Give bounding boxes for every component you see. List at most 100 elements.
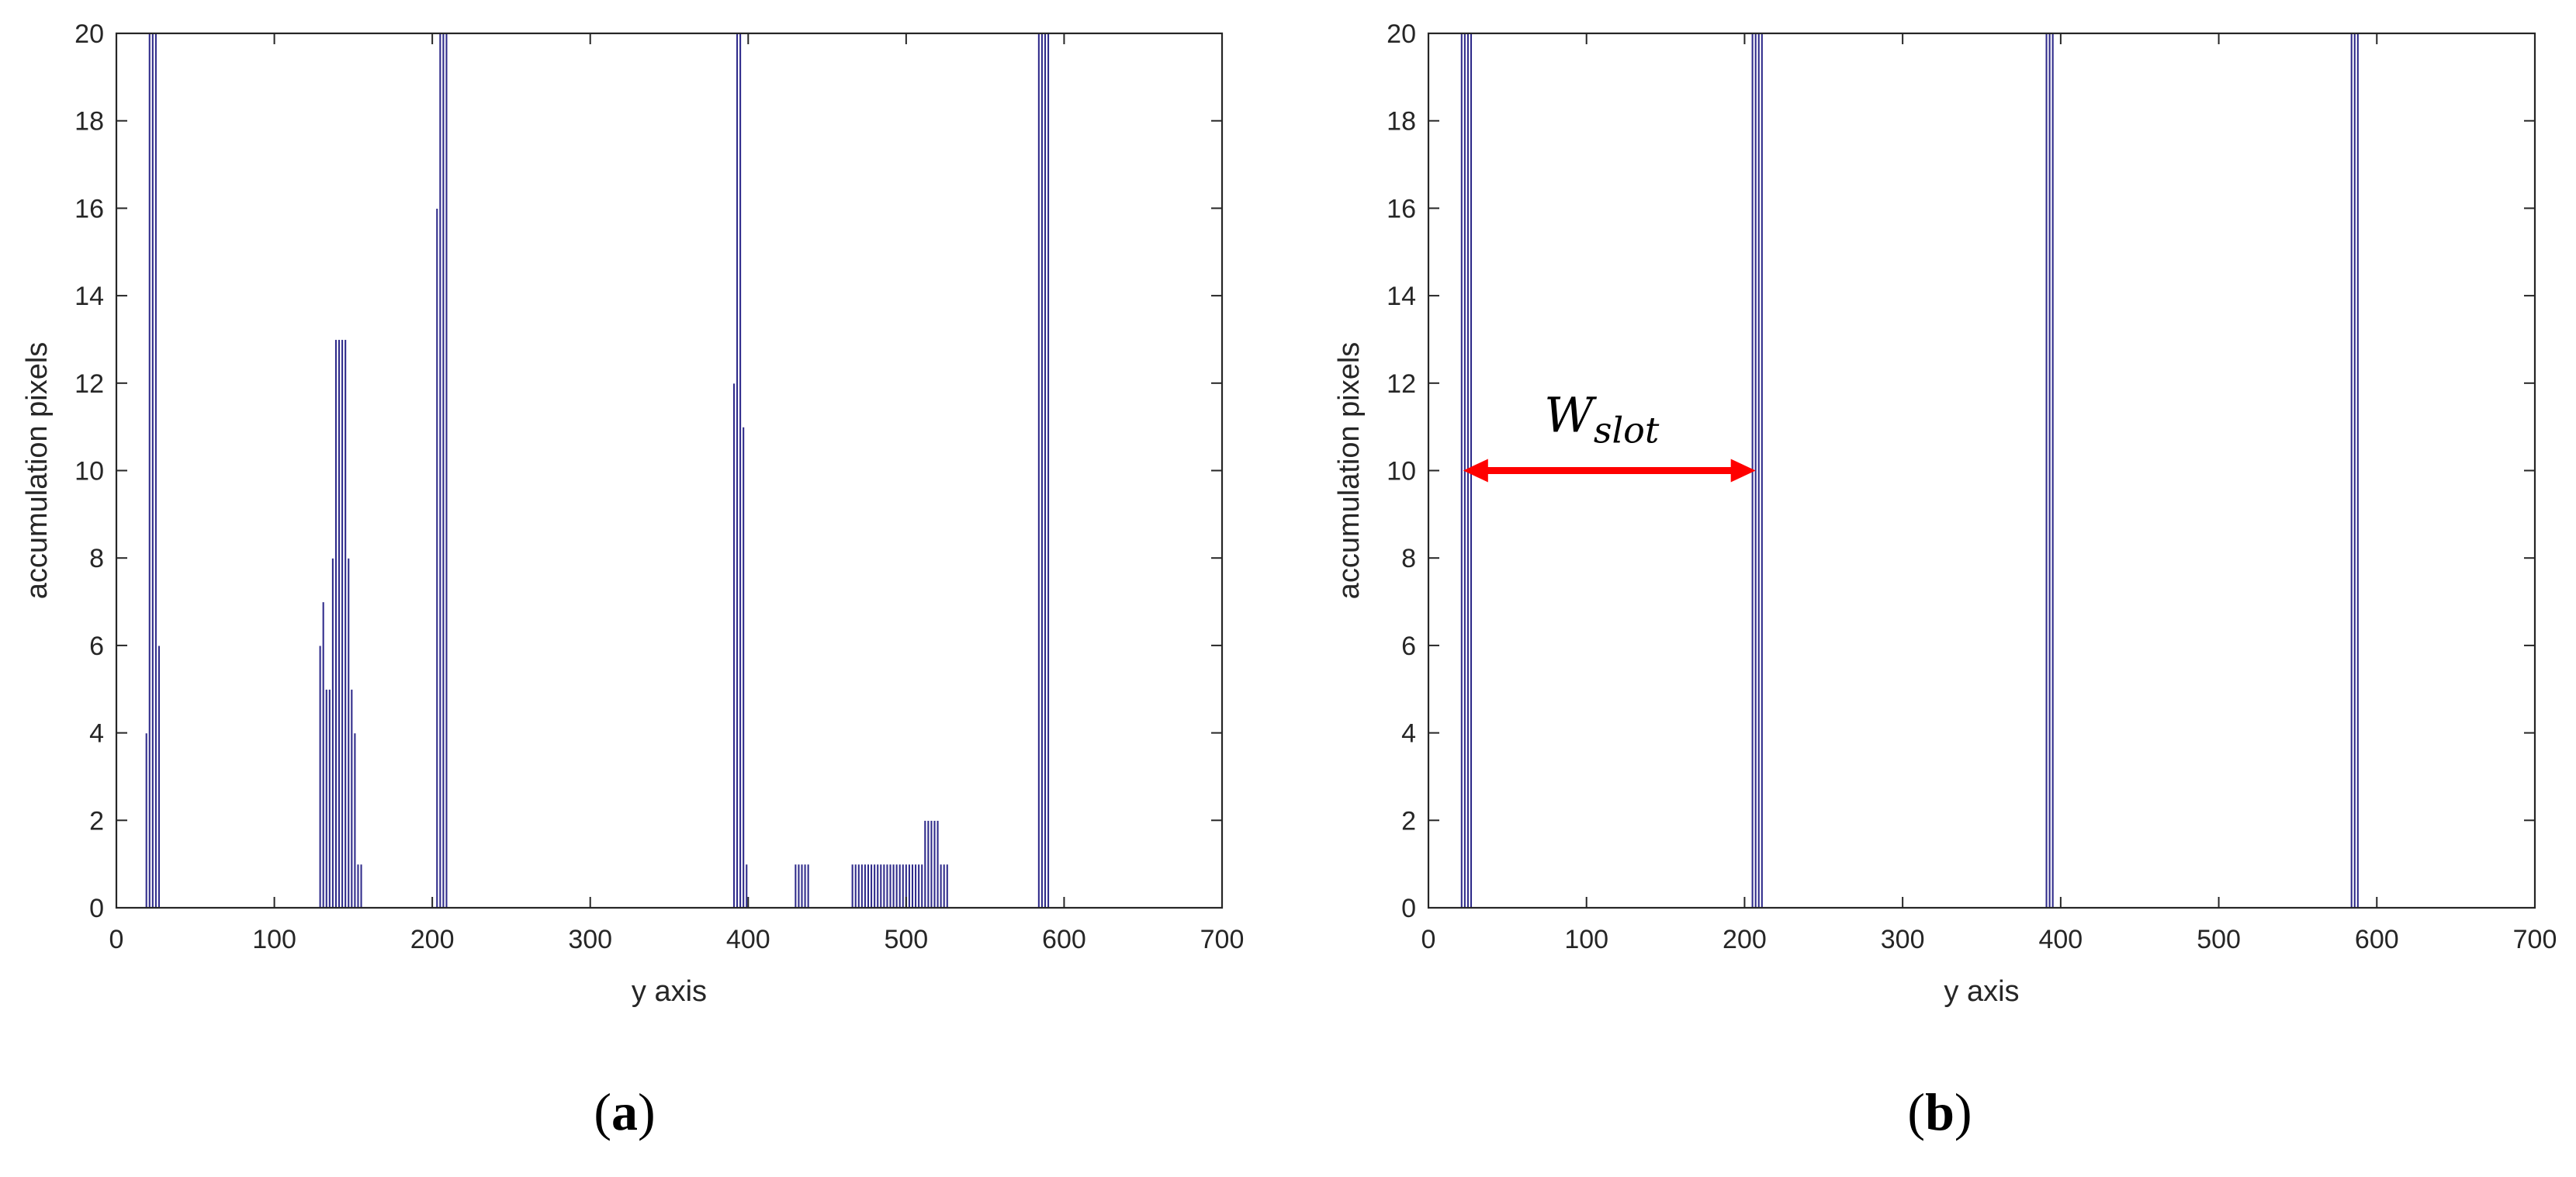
y-tick-label: 8 — [89, 544, 104, 573]
bar — [1757, 33, 1761, 909]
bar — [327, 688, 332, 909]
bar — [853, 864, 857, 909]
bar — [340, 338, 345, 909]
bar — [738, 33, 743, 909]
y-tick-label: 20 — [74, 19, 104, 49]
x-tick-label: 600 — [2355, 925, 2399, 954]
bar — [154, 33, 158, 909]
bar — [353, 732, 357, 909]
y-tick-label: 0 — [1401, 894, 1416, 923]
wslot-main: W — [1544, 387, 1597, 444]
y-tick-label: 2 — [1401, 806, 1416, 836]
bar — [147, 33, 151, 909]
bar — [919, 864, 924, 909]
y-tick-label: 16 — [1387, 194, 1416, 223]
bar — [933, 819, 937, 909]
bar — [445, 33, 448, 909]
y-tick-label: 10 — [74, 457, 104, 486]
bar — [331, 557, 335, 909]
bar — [735, 33, 739, 909]
y-tick-label: 14 — [74, 282, 104, 311]
bar — [435, 207, 439, 909]
bar — [2051, 33, 2055, 909]
y-tick-label: 12 — [74, 369, 104, 399]
panel-b-chart: 0 100 200 300 400 500 600 700 0 2 4 6 8 10 12 14 16 18 20 y… — [1333, 19, 2557, 1008]
bar — [869, 864, 874, 909]
bar — [863, 864, 867, 909]
bar — [923, 819, 927, 909]
bar — [806, 864, 810, 909]
x-tick-label: 400 — [726, 925, 770, 954]
y-tick-label: 0 — [89, 894, 104, 923]
bar — [144, 732, 148, 909]
y-tick-label: 14 — [1387, 282, 1416, 311]
bar — [1459, 33, 1464, 909]
y-tick-label: 8 — [1401, 544, 1416, 573]
y-tick-label: 12 — [1387, 369, 1416, 399]
x-tick-label: 100 — [1564, 925, 1608, 954]
bar — [885, 864, 889, 909]
bar — [2349, 33, 2353, 909]
wslot-annotation: Wslot — [1463, 387, 1756, 483]
bar — [872, 864, 877, 909]
bar — [1760, 33, 1764, 909]
bar — [936, 819, 940, 909]
x-tick-label: 700 — [1200, 925, 1245, 954]
bar — [866, 864, 871, 909]
arrow-head-left — [1463, 459, 1488, 483]
x-axis-title: y axis — [1944, 975, 2019, 1008]
y-tick-label: 20 — [1387, 19, 1416, 49]
x-tick-label: 600 — [1042, 925, 1086, 954]
y-tick-label: 10 — [1387, 457, 1416, 486]
x-tick-label: 500 — [2197, 925, 2241, 954]
y-tick-label: 6 — [1401, 632, 1416, 661]
bar — [324, 688, 328, 909]
bar — [359, 864, 363, 909]
bar — [157, 645, 161, 909]
plot-area — [116, 33, 1222, 908]
y-tick-label: 18 — [74, 107, 104, 137]
bar — [343, 338, 348, 909]
x-tick-label: 300 — [568, 925, 612, 954]
y-tick-label: 6 — [89, 632, 104, 661]
panel-b-caption: (b) — [1907, 1082, 1972, 1141]
bar — [441, 33, 445, 909]
bar — [1037, 33, 1041, 909]
bar — [907, 864, 912, 909]
x-tick-label: 0 — [109, 925, 124, 954]
bar — [945, 864, 950, 909]
bar — [910, 864, 915, 909]
bar — [860, 864, 864, 909]
bar — [898, 864, 902, 909]
bar — [2353, 33, 2356, 909]
bar — [892, 864, 895, 909]
x-axis-title: y axis — [632, 975, 707, 1008]
bar — [879, 864, 883, 909]
x-tick-label: 200 — [1723, 925, 1767, 954]
bar — [318, 645, 322, 909]
x-tick-label: 300 — [1881, 925, 1925, 954]
panel-a-caption-letter: a — [611, 1082, 638, 1141]
bar — [438, 33, 442, 909]
y-tick-label: 18 — [1387, 107, 1416, 137]
bar — [942, 864, 946, 909]
bar — [2356, 33, 2360, 909]
y-tick-label: 4 — [89, 719, 104, 749]
bar — [1040, 33, 1044, 909]
bar — [2048, 33, 2051, 909]
y-axis-title: accumulation pixels — [21, 342, 54, 600]
bar — [803, 864, 807, 909]
x-tick-label: 700 — [2513, 925, 2557, 954]
bar — [1046, 33, 1051, 909]
bar — [895, 864, 898, 909]
bar — [850, 864, 854, 909]
bar — [741, 426, 746, 909]
panel-a-chart: 0 100 200 300 400 500 600 700 0 2 4 6 8 10 12 14 16 18 20 y… — [21, 19, 1244, 1008]
bar — [794, 864, 798, 909]
bar — [337, 338, 341, 909]
bar — [797, 864, 801, 909]
x-tick-label: 200 — [410, 925, 455, 954]
y-tick-label: 2 — [89, 806, 104, 836]
bar — [926, 819, 930, 909]
